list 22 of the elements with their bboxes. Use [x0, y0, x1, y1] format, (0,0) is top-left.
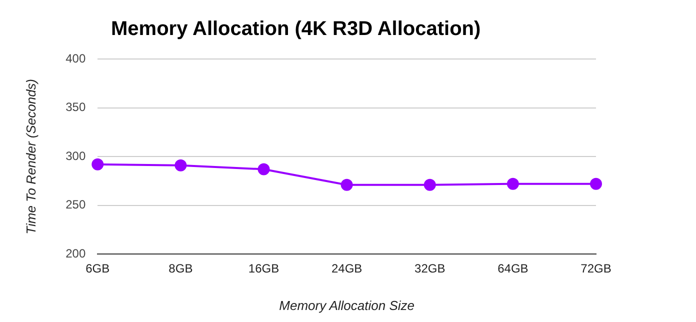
chart-title: Memory Allocation (4K R3D Allocation) [111, 18, 481, 41]
point [424, 178, 436, 191]
y-axis-title: Time To Render (Seconds) [23, 78, 38, 234]
x-tick-label: 72GB [580, 262, 612, 276]
x-tick-label: 32GB [414, 262, 446, 276]
point [590, 178, 602, 190]
x-tick-label: 24GB [331, 262, 362, 276]
x-axis-title: Memory Allocation Size [279, 298, 414, 313]
y-tick-label: 300 [66, 148, 86, 163]
y-tick-label: 250 [66, 198, 86, 212]
point [506, 178, 519, 190]
x-tick-label: 64GB [498, 262, 528, 276]
x-tick-label: 6GB [86, 262, 110, 276]
y-tick-label: 200 [66, 246, 86, 260]
x-tick-label: 16GB [248, 262, 280, 276]
x-tick-label: 8GB [168, 262, 193, 276]
point [174, 159, 187, 172]
point [340, 178, 353, 191]
y-tick-label: 400 [66, 52, 86, 66]
y-tick-label: 350 [66, 100, 86, 114]
point [258, 163, 270, 176]
point [92, 158, 104, 170]
